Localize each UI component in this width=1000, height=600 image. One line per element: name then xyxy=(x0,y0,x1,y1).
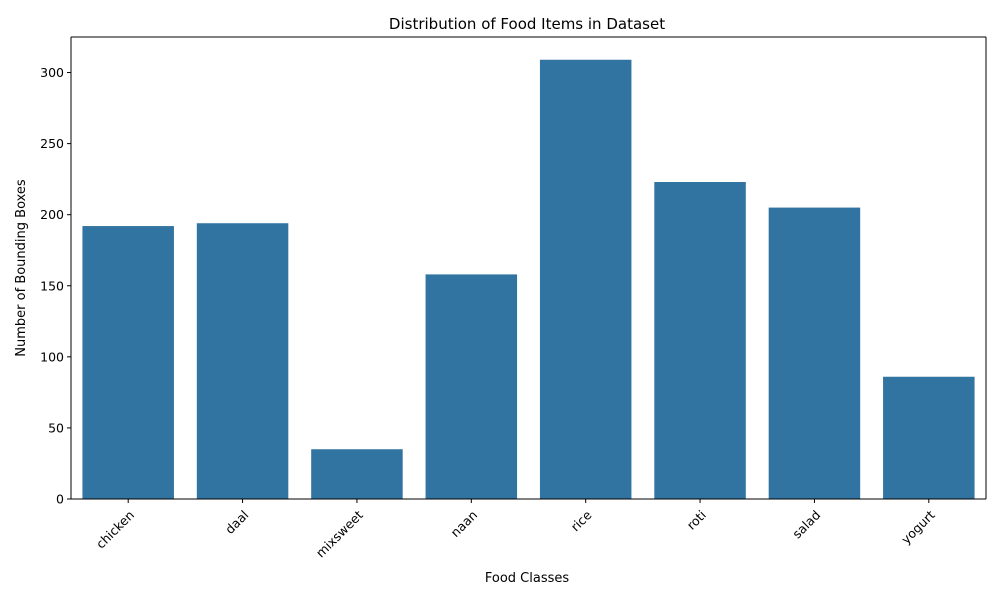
x-tick-label-chicken: chicken xyxy=(93,507,137,551)
bar-yogurt xyxy=(883,376,975,499)
x-tick-label-mixsweet: mixsweet xyxy=(313,507,366,560)
y-tick-label: 250 xyxy=(40,136,64,151)
y-tick-label: 50 xyxy=(48,420,64,435)
y-tick-label: 150 xyxy=(40,278,64,293)
x-axis-label: Food Classes xyxy=(485,571,570,586)
x-tick-label-yogurt: yogurt xyxy=(898,507,938,547)
y-axis-label: Number of Bounding Boxes xyxy=(14,179,29,357)
bars-layer xyxy=(82,59,975,500)
bar-daal xyxy=(196,223,289,499)
bar-rice xyxy=(539,59,632,499)
x-tick-label-rice: rice xyxy=(568,507,595,534)
y-axis: 0 50 100 150 200 250 300 xyxy=(40,65,71,507)
chart-title: Distribution of Food Items in Dataset xyxy=(389,15,665,33)
bar-mixsweet xyxy=(311,449,403,499)
bar-roti xyxy=(654,181,746,499)
x-tick-label-daal: daal xyxy=(222,507,252,537)
x-tick-label-naan: naan xyxy=(448,507,481,540)
plot-frame xyxy=(70,36,987,500)
y-tick-label: 300 xyxy=(40,65,64,80)
y-tick-label: 100 xyxy=(40,349,64,364)
y-tick-label: 200 xyxy=(40,207,64,222)
x-tick-label-salad: salad xyxy=(789,507,823,541)
bar-salad xyxy=(768,207,861,500)
x-axis: chicken daal mixsweet naan rice roti salad yogu… xyxy=(93,499,938,560)
bar-chicken xyxy=(82,226,174,499)
bar-naan xyxy=(425,274,518,499)
y-tick-label: 0 xyxy=(56,492,64,507)
x-tick-label-roti: roti xyxy=(684,507,709,532)
